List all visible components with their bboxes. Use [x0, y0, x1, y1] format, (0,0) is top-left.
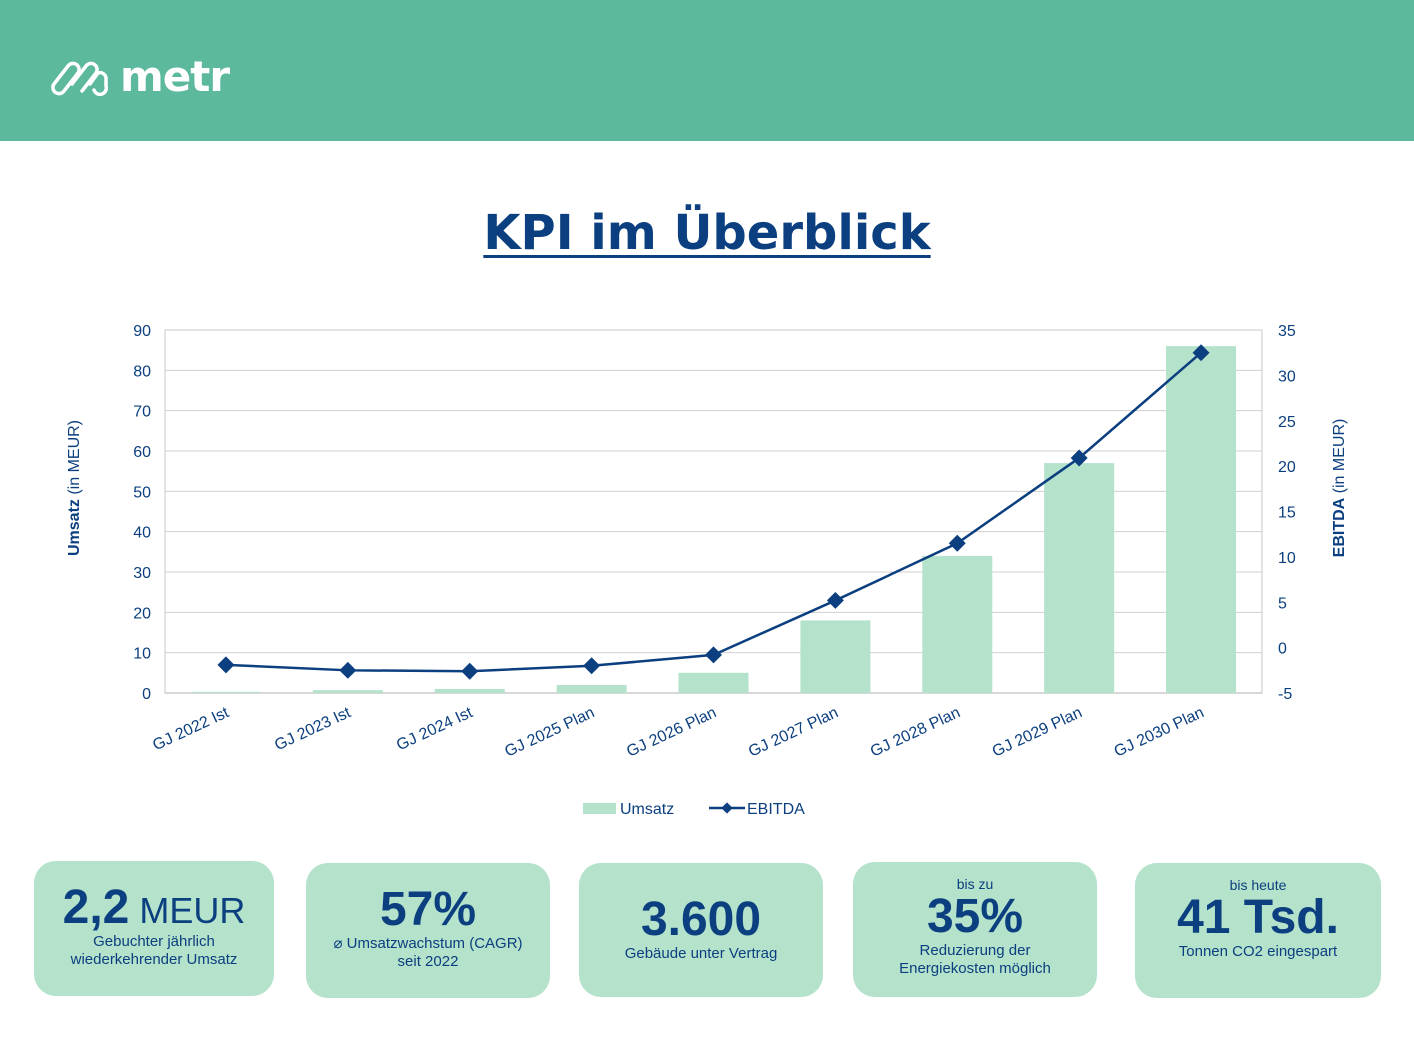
left-tick-label: 0: [142, 686, 151, 703]
left-axis-title-bold: Umsatz: [66, 499, 83, 556]
kpi-number: 35%: [926, 890, 1024, 943]
left-tick-label: 80: [133, 363, 151, 380]
bar-umsatz: [1166, 346, 1237, 693]
marker-ebitda: [826, 591, 844, 609]
left-tick-label: 40: [133, 525, 151, 542]
kpi-description: Gebäude unter Vertrag: [579, 945, 823, 963]
marker-ebitda: [461, 662, 479, 680]
x-tick-label: GJ 2022 Ist: [150, 704, 232, 754]
left-tick-label: 30: [133, 565, 151, 582]
left-axis-title: Umsatz (in MEUR): [66, 420, 83, 556]
x-tick-label: GJ 2027 Plan: [746, 704, 841, 760]
x-tick-label: GJ 2024 Ist: [394, 704, 476, 754]
kpi-number: 41 Tsd.: [1177, 891, 1339, 944]
left-tick-label: 10: [133, 646, 151, 663]
kpi-description: ⌀ Umsatzwachstum (CAGR) seit 2022: [306, 935, 550, 971]
left-tick-label: 20: [133, 605, 151, 622]
kpi-description-line: ⌀ Umsatzwachstum (CAGR): [333, 935, 523, 953]
bar-umsatz: [922, 555, 993, 693]
marker-ebitda: [583, 657, 601, 675]
x-tick-label: GJ 2025 Plan: [502, 704, 597, 760]
logo-text: metr: [120, 52, 230, 101]
left-tick-label: 50: [133, 484, 151, 501]
bar-umsatz: [190, 691, 261, 693]
header-bar: metr: [0, 0, 1414, 141]
kpi-number: 2,2: [62, 881, 130, 934]
kpi-card: 57% ⌀ Umsatzwachstum (CAGR) seit 2022: [306, 863, 550, 998]
right-tick-label: 35: [1278, 323, 1296, 340]
bar-umsatz: [1044, 463, 1115, 693]
x-tick-label: GJ 2030 Plan: [1112, 704, 1207, 760]
kpi-description-line: seit 2022: [397, 953, 459, 971]
kpi-card: bis zu 35% Reduzierung der Energiekosten mö…: [853, 862, 1097, 997]
kpi-prefix: bis zu: [956, 876, 994, 892]
right-axis-title: EBITDA (in MEUR): [1331, 419, 1348, 558]
kpi-unit: MEUR: [129, 890, 246, 931]
kpi-value: 3.600: [579, 893, 823, 946]
kpi-description-line: Tonnen CO2 eingespart: [1178, 943, 1338, 961]
right-tick-label: 10: [1278, 550, 1296, 567]
metr-logo: metr: [50, 52, 230, 101]
metr-logo-icon: [51, 61, 108, 96]
marker-ebitda: [217, 656, 235, 674]
kpi-value: 35%: [853, 890, 1097, 943]
left-tick-label: 70: [133, 404, 151, 421]
kpi-description-line: Reduzierung der: [919, 942, 1031, 960]
right-tick-label: 15: [1278, 505, 1296, 522]
right-tick-label: 30: [1278, 368, 1296, 385]
kpi-description: Tonnen CO2 eingespart: [1135, 943, 1381, 961]
left-axis-title-unit: (in MEUR): [66, 420, 83, 499]
right-tick-label: 5: [1278, 595, 1287, 612]
x-tick-label: GJ 2029 Plan: [990, 704, 1085, 760]
right-tick-label: -5: [1278, 686, 1292, 703]
kpi-card: 2,2 MEUR Gebuchter jährlich wiederkehrende…: [34, 861, 274, 996]
legend-label-umsatz: Umsatz: [620, 801, 674, 818]
legend-swatch-umsatz: [583, 803, 616, 814]
kpi-description-line: wiederkehrender Umsatz: [70, 951, 238, 969]
x-tick-label: GJ 2026 Plan: [624, 704, 719, 760]
kpi-description-line: Gebäude unter Vertrag: [624, 945, 778, 963]
right-axis-title-unit: (in MEUR): [1331, 419, 1348, 498]
bar-umsatz: [312, 690, 383, 693]
x-tick-label: GJ 2023 Ist: [272, 704, 354, 754]
marker-ebitda: [948, 534, 966, 552]
marker-ebitda: [705, 646, 722, 664]
bar-umsatz: [556, 684, 627, 693]
kpi-description-line: Energiekosten möglich: [899, 960, 1051, 978]
kpi-value: 2,2 MEUR: [34, 881, 274, 934]
kpi-value: 41 Tsd.: [1135, 891, 1381, 944]
legend-marker-ebitda: [721, 802, 733, 814]
right-tick-label: 0: [1278, 641, 1287, 658]
bar-umsatz: [800, 620, 871, 693]
kpi-number: 57%: [379, 883, 477, 936]
kpi-card: 3.600 Gebäude unter Vertrag: [579, 863, 823, 997]
bar-umsatz: [434, 688, 505, 693]
kpi-number: 3.600: [640, 893, 762, 946]
kpi-description-line: Gebuchter jährlich: [93, 933, 215, 951]
bar-umsatz: [678, 672, 749, 693]
kpi-value: 57%: [306, 883, 550, 936]
kpi-card: bis heute 41 Tsd. Tonnen CO2 eingespart: [1135, 863, 1381, 998]
x-tick-label: GJ 2028 Plan: [868, 704, 963, 760]
kpi-description: Reduzierung der Energiekosten möglich: [853, 942, 1097, 978]
right-tick-label: 25: [1278, 414, 1296, 431]
kpi-prefix: bis heute: [1229, 877, 1287, 893]
legend-label-ebitda: EBITDA: [747, 801, 805, 818]
kpi-description: Gebuchter jährlich wiederkehrender Umsatz: [34, 933, 274, 969]
left-tick-label: 90: [133, 323, 151, 340]
marker-ebitda: [339, 661, 357, 679]
right-tick-label: 20: [1278, 459, 1296, 476]
right-axis-title-bold: EBITDA: [1331, 497, 1348, 557]
left-tick-label: 60: [133, 444, 151, 461]
page-title: KPI im Überblick: [483, 205, 931, 261]
